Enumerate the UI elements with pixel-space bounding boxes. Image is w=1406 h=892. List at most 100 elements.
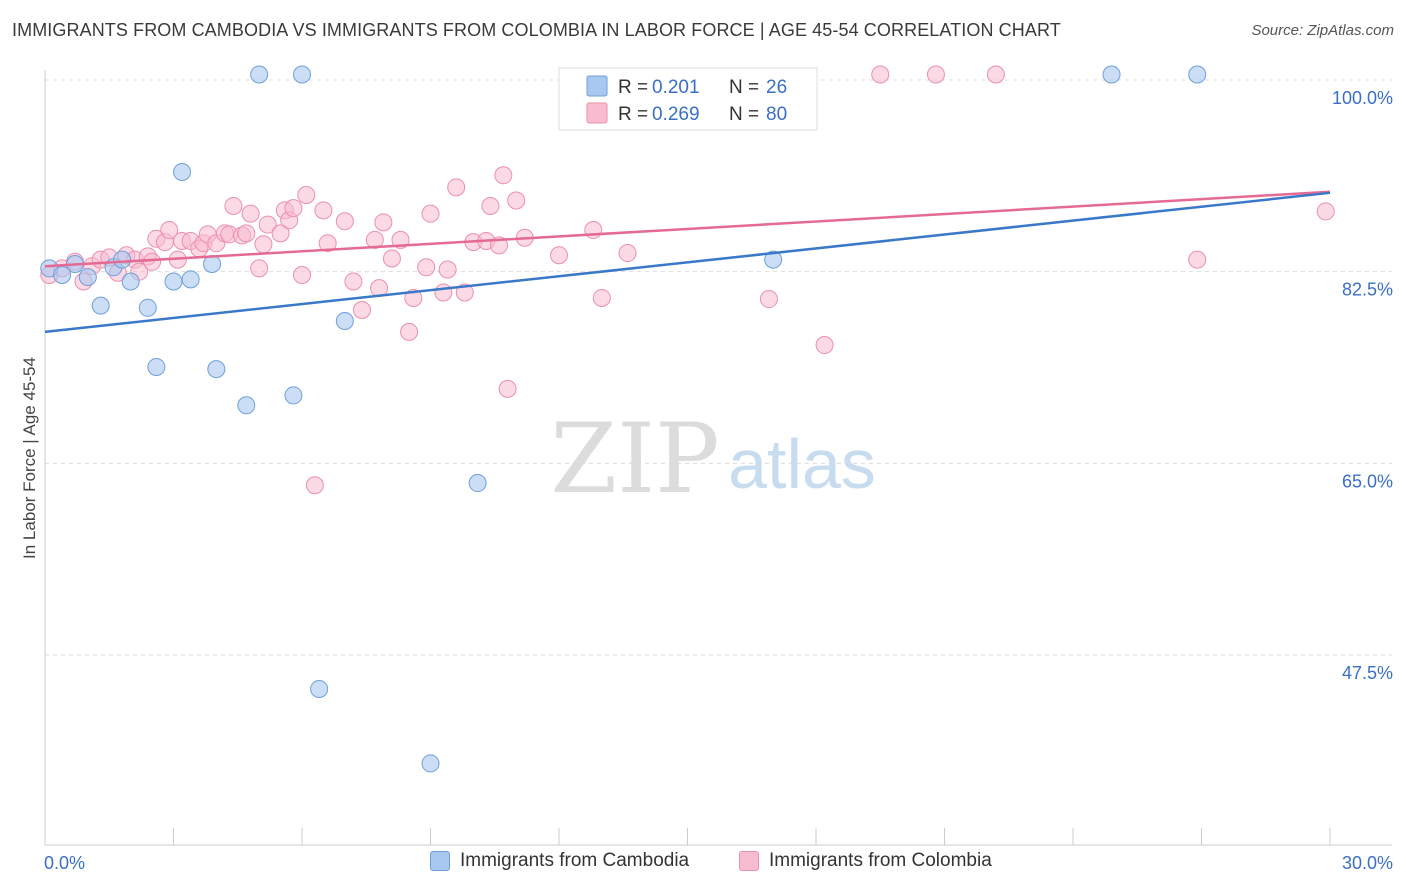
data-point-cambodia [113,250,132,269]
data-point-cambodia [138,298,157,317]
data-point-colombia [871,65,890,84]
data-point-colombia [224,196,243,215]
gridlines [45,79,1392,656]
data-point-colombia [241,204,260,223]
data-point-colombia [382,249,401,268]
data-point-colombia [550,246,568,265]
trend-line-colombia [44,190,1331,268]
legend-label-colombia: Immigrants from Colombia [769,850,992,871]
data-point-colombia [305,476,324,495]
data-point-colombia [400,322,419,341]
legend-r-label: R = [618,77,648,98]
data-point-colombia [344,272,363,291]
data-point-colombia [507,191,526,210]
data-point-colombia [494,166,513,185]
data-point-cambodia [1188,65,1207,84]
data-point-colombia [258,215,277,234]
x-tick-labels: 0.0% 30.0% [44,853,1393,873]
data-point-colombia [374,213,393,232]
legend-n-value: 80 [766,104,787,125]
data-point-colombia [352,301,371,319]
data-point-cambodia [468,474,487,493]
data-point-cambodia [335,311,354,330]
data-point-cambodia [764,250,783,269]
colombia-points [40,65,1335,495]
data-point-colombia [237,224,256,243]
data-point-colombia [498,379,517,398]
data-point-cambodia [250,65,269,84]
y-tick-label: 100.0% [1332,88,1393,108]
data-point-colombia [365,230,384,249]
legend-n-value: 26 [766,77,787,98]
data-point-cambodia [237,396,256,415]
data-point-cambodia [284,386,303,405]
legend-item-cambodia: Immigrants from Cambodia [430,850,689,872]
data-point-cambodia [181,270,200,289]
data-point-colombia [250,259,269,278]
data-point-cambodia [173,163,192,181]
legend-item-colombia: Immigrants from Colombia [739,850,992,872]
data-point-cambodia [53,265,72,284]
legend-r-label: R = [618,104,648,125]
data-point-cambodia [293,65,311,84]
data-point-colombia [986,65,1005,84]
y-tick-label: 65.0% [1342,471,1393,491]
data-point-colombia [318,234,337,253]
data-point-cambodia [91,296,110,315]
data-point-cambodia [121,272,140,291]
legend-swatch-colombia [586,102,608,124]
data-point-colombia [284,199,303,218]
data-point-colombia [1316,202,1335,221]
legend-r-value: 0.269 [652,104,700,125]
data-point-colombia [481,196,500,215]
source-label: Source: ZipAtlas.com [1251,22,1394,39]
data-point-colombia [314,201,333,220]
x-tick-label: 30.0% [1342,853,1393,873]
watermark: ZIP atlas [550,403,876,515]
data-point-cambodia [421,754,440,773]
data-point-colombia [447,178,466,197]
chart-title: IMMIGRANTS FROM CAMBODIA VS IMMIGRANTS F… [12,20,1061,40]
data-point-colombia [297,186,316,204]
data-point-colombia [759,290,778,309]
data-point-colombia [421,204,440,223]
y-tick-label: 82.5% [1342,280,1393,300]
data-point-colombia [143,252,162,271]
legend-n-label: N = [729,77,759,98]
watermark-atlas: atlas [728,425,876,503]
legend-n-label: N = [729,104,759,125]
cambodia-points [40,65,1207,773]
bottom-legend: Immigrants from Cambodia Immigrants from… [0,850,1406,880]
y-axis-title: In Labor Force | Age 45-54 [20,357,39,559]
data-point-colombia [335,212,354,231]
legend-label-cambodia: Immigrants from Cambodia [460,850,690,871]
data-point-colombia [618,244,637,263]
y-tick-labels: 47.5% 65.0% 82.5% 100.0% [1332,88,1393,683]
watermark-zip: ZIP [550,403,719,515]
data-point-colombia [1188,250,1207,269]
data-point-cambodia [310,679,329,698]
data-point-colombia [293,265,311,284]
swatch-colombia [739,851,759,871]
trend-line-cambodia [44,191,1331,334]
data-point-colombia [815,336,834,355]
data-point-colombia [434,283,453,302]
data-point-cambodia [78,268,97,287]
x-tick-label: 0.0% [44,853,85,873]
legend-r-value: 0.201 [652,77,700,98]
data-point-colombia [254,235,273,254]
axes [44,70,1392,846]
data-point-colombia [455,283,474,302]
legend-swatch-cambodia [586,75,608,97]
data-point-cambodia [1102,65,1121,84]
data-point-cambodia [207,360,226,379]
swatch-cambodia [430,851,450,871]
trend-lines [44,190,1331,334]
data-point-colombia [592,288,611,307]
data-point-cambodia [164,272,183,291]
y-tick-label: 47.5% [1342,663,1393,683]
data-point-cambodia [147,357,166,376]
data-point-colombia [926,65,945,84]
data-point-colombia [271,224,290,243]
